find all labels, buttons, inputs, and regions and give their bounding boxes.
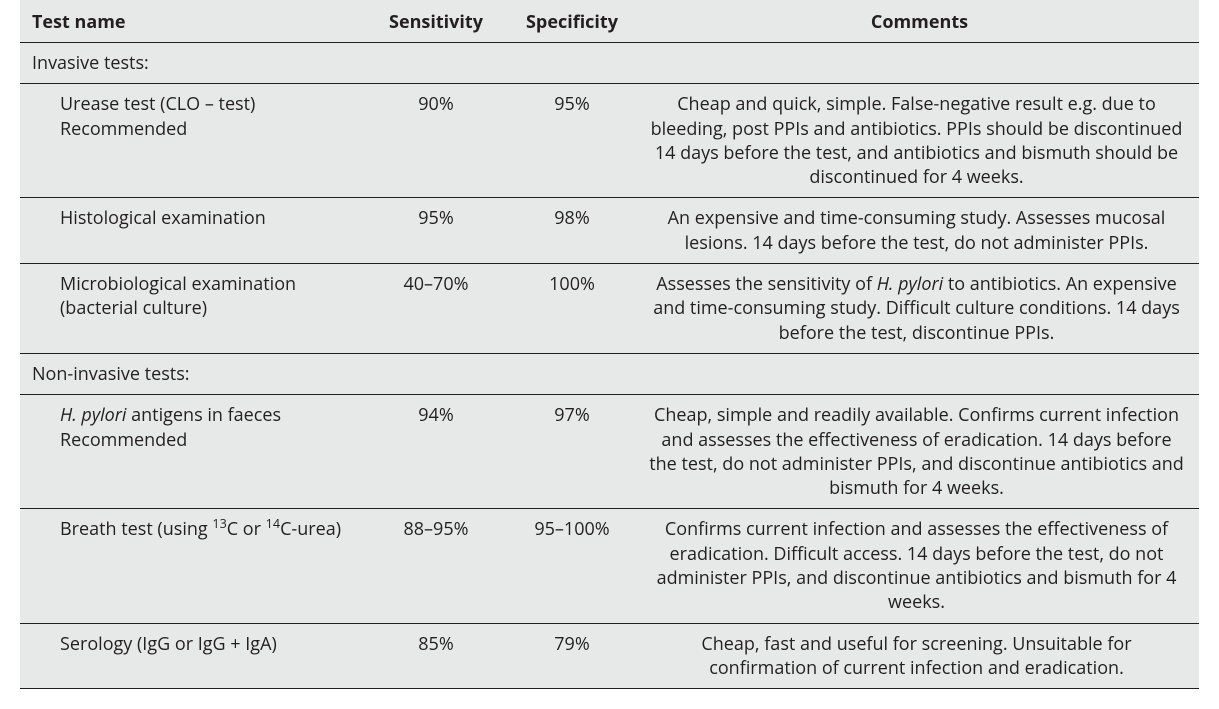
table-row: Microbiological examination (bacterial c… [20, 264, 1199, 354]
cell-test-name: Serology (IgG or IgG + IgA) [20, 623, 368, 689]
cell-specificity: 95–100% [504, 509, 640, 623]
table-row: Breath test (using 13C or 14C-urea)88–95… [20, 509, 1199, 623]
cell-comments: An expensive and time-consuming study. A… [640, 198, 1199, 264]
cell-test-name: Microbiological examination (bacterial c… [20, 264, 368, 354]
cell-comments: Cheap, fast and useful for screening. Un… [640, 623, 1199, 689]
cell-specificity: 79% [504, 623, 640, 689]
section-title: Non-invasive tests: [20, 353, 1199, 394]
cell-test-name: H. pylori antigens in faeces Recommended [20, 395, 368, 509]
cell-comments: Assesses the sensitivity of H. pylori to… [640, 264, 1199, 354]
table-row: H. pylori antigens in faeces Recommended… [20, 395, 1199, 509]
cell-specificity: 98% [504, 198, 640, 264]
col-header-test-name: Test name [20, 0, 368, 43]
cell-comments: Cheap and quick, simple. False-negative … [640, 84, 1199, 198]
cell-sensitivity: 88–95% [368, 509, 504, 623]
diagnostic-tests-table: Test name Sensitivity Specificity Commen… [20, 0, 1199, 689]
col-header-comments: Comments [640, 0, 1199, 43]
cell-specificity: 97% [504, 395, 640, 509]
cell-sensitivity: 85% [368, 623, 504, 689]
cell-sensitivity: 40–70% [368, 264, 504, 354]
table-row: Serology (IgG or IgG + IgA)85%79%Cheap, … [20, 623, 1199, 689]
cell-comments: Confirms current infection and assesses … [640, 509, 1199, 623]
table-row: Urease test (CLO – test) Recommended90%9… [20, 84, 1199, 198]
table-body: Invasive tests:Urease test (CLO – test) … [20, 43, 1199, 689]
cell-test-name: Histological examination [20, 198, 368, 264]
cell-test-name: Urease test (CLO – test) Recommended [20, 84, 368, 198]
table-section-row: Non-invasive tests: [20, 353, 1199, 394]
cell-sensitivity: 95% [368, 198, 504, 264]
table-section-row: Invasive tests: [20, 43, 1199, 84]
section-title: Invasive tests: [20, 43, 1199, 84]
col-header-sensitivity: Sensitivity [368, 0, 504, 43]
cell-specificity: 95% [504, 84, 640, 198]
cell-comments: Cheap, simple and readily available. Con… [640, 395, 1199, 509]
cell-sensitivity: 90% [368, 84, 504, 198]
table-header-row: Test name Sensitivity Specificity Commen… [20, 0, 1199, 43]
cell-sensitivity: 94% [368, 395, 504, 509]
cell-specificity: 100% [504, 264, 640, 354]
table-row: Histological examination95%98%An expensi… [20, 198, 1199, 264]
cell-test-name: Breath test (using 13C or 14C-urea) [20, 509, 368, 623]
col-header-specificity: Specificity [504, 0, 640, 43]
